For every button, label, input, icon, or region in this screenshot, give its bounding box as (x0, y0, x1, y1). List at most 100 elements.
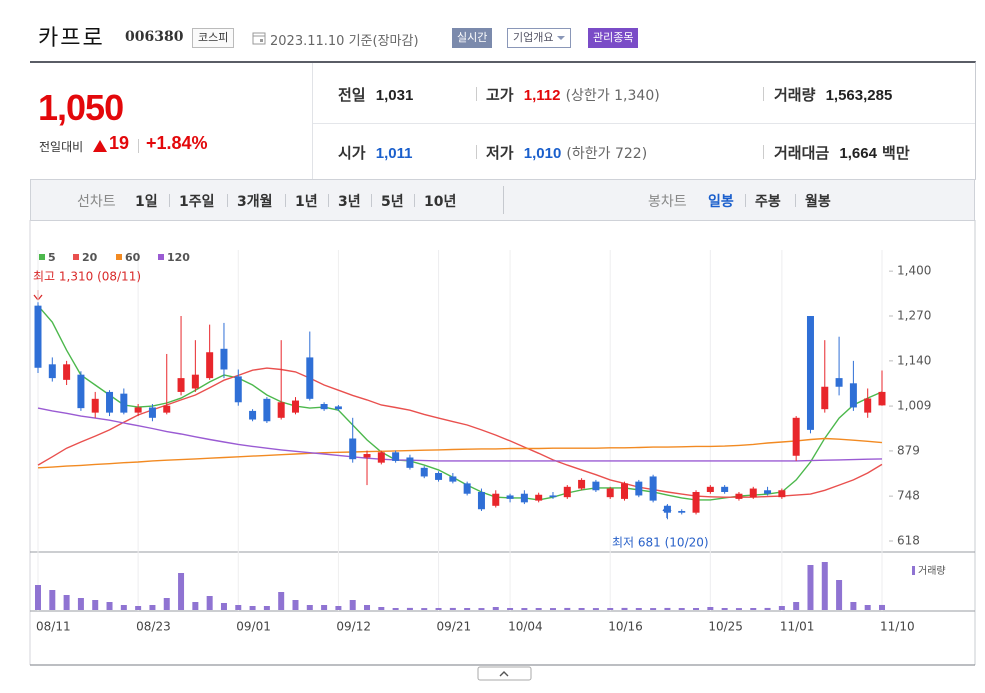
note: (하한가 722) (566, 146, 648, 162)
volume-bar (292, 600, 299, 610)
candle-body (63, 364, 71, 380)
x-tick-label: 09/12 (336, 620, 371, 634)
legend-label: 120 (167, 251, 190, 264)
divider (328, 194, 329, 207)
candle-body (778, 490, 786, 498)
candle-body (606, 488, 614, 498)
volume-bar (564, 607, 571, 610)
candle-body (349, 438, 357, 460)
candle-body (506, 495, 514, 499)
tab[interactable]: 1년 (295, 194, 318, 210)
divider (169, 194, 170, 207)
tab[interactable]: 3개월 (237, 194, 273, 210)
x-tick-label: 09/01 (236, 620, 271, 634)
low-annotation: 최저 681 (10/20) (612, 536, 709, 550)
candle-body (520, 493, 528, 503)
candle-body (420, 467, 428, 477)
moving-average-line (37, 367, 883, 498)
volume-bar (278, 592, 285, 610)
value: 1,112 (523, 87, 561, 104)
tab[interactable]: 1일 (135, 194, 158, 210)
volume-bar (764, 607, 771, 610)
legend-swatch (39, 254, 45, 260)
volume-bar (349, 600, 356, 610)
up-triangle (93, 140, 107, 152)
candle-body (249, 410, 257, 420)
divider (414, 194, 415, 207)
date-basis: 기준(장마감) (348, 34, 419, 49)
calendar-icon (252, 32, 266, 45)
candle-body (592, 481, 600, 491)
y-tick-label: 618 (897, 533, 920, 547)
candle-body (692, 491, 700, 513)
candle-body (635, 481, 643, 496)
candle-body (406, 457, 414, 468)
candle-body (621, 483, 629, 499)
candle-body (106, 391, 114, 413)
candle-body (835, 378, 843, 387)
volume-bar (592, 608, 599, 610)
candle-body (449, 476, 457, 482)
candle-body (821, 386, 829, 410)
x-tick-label: 08/23 (136, 620, 171, 634)
divider (285, 194, 286, 207)
candle-body (435, 473, 443, 480)
moving-average-line (37, 407, 883, 462)
volume-bar (778, 606, 785, 610)
tab[interactable]: 1주일 (179, 194, 215, 210)
y-tick-label: 879 (897, 443, 920, 457)
candle-body (392, 452, 400, 461)
candle-body (206, 352, 214, 379)
volume-bar (664, 607, 671, 610)
volume-bar (721, 608, 728, 610)
candle-body (792, 417, 800, 456)
legend-swatch (158, 254, 164, 260)
stock-name: 카프로 (38, 26, 105, 51)
candle-body (220, 348, 228, 370)
tab[interactable]: 주봉 (755, 194, 781, 210)
note: (상한가 1,340) (565, 88, 660, 104)
volume-bar (206, 596, 213, 610)
tab-group-label: 봉차트 (648, 194, 687, 210)
candle-body (163, 405, 171, 413)
volume-bar (492, 607, 499, 610)
tab[interactable]: 월봉 (805, 194, 831, 210)
label: 시가 (338, 144, 366, 162)
change-label: 전일대비 (39, 140, 84, 154)
change: 19 (109, 133, 130, 153)
candle-body (306, 357, 314, 399)
volume-bar (335, 606, 342, 610)
volume-bar (807, 565, 814, 610)
tab[interactable]: 5년 (381, 194, 404, 210)
volume-bar (92, 600, 99, 610)
collapse-button[interactable] (477, 666, 532, 681)
stock-code: 006380 (125, 29, 184, 45)
volume-bar (850, 602, 857, 610)
volume-bar (378, 607, 385, 610)
realtime-button[interactable]: 실시간 (452, 28, 493, 48)
collapse-icon (499, 671, 509, 677)
volume-bar (607, 608, 614, 610)
volume-bar (63, 595, 70, 610)
candle-body (706, 486, 714, 492)
candle-body (177, 378, 185, 392)
y-tick-label: 1,009 (897, 399, 931, 413)
candle-body (721, 486, 729, 492)
tab-selected[interactable]: 일봉 (708, 194, 734, 210)
divider (745, 194, 746, 207)
candle-body (291, 400, 299, 413)
value: 1,011 (375, 145, 413, 162)
row-divider (313, 123, 975, 124)
volume-bar (35, 585, 41, 610)
moving-average-line (37, 437, 883, 469)
tab[interactable]: 10년 (424, 194, 457, 210)
company-button[interactable]: 기업개요 (507, 28, 571, 48)
volume-bar (821, 562, 828, 610)
volume-bar (77, 598, 84, 610)
group-divider (503, 186, 504, 214)
tab[interactable]: 3년 (338, 194, 361, 210)
volume-bar (864, 605, 871, 610)
candle-body (320, 404, 328, 410)
price-cell: 1,050 전일대비 19 +1.84% (30, 63, 313, 179)
